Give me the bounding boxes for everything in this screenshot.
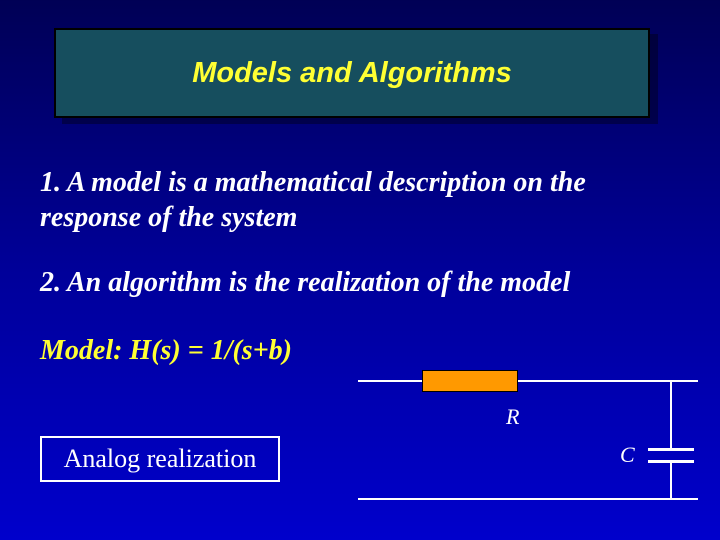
resistor-label: R (506, 404, 519, 430)
capacitor-label: C (620, 442, 635, 468)
analog-realization-box: Analog realization (40, 436, 280, 482)
bullet-2: 2. An algorithm is the realization of th… (40, 265, 680, 300)
wire-right-vertical-bottom (670, 463, 672, 500)
model-equation: Model: H(s) = 1/(s+b) (40, 334, 680, 368)
bullet-1: 1. A model is a mathematical description… (40, 165, 680, 235)
wire-right-vertical-top (670, 380, 672, 448)
title-box: Models and Algorithms (54, 28, 650, 118)
capacitor-plate-top (648, 448, 694, 451)
slide-title: Models and Algorithms (192, 57, 512, 90)
wire-bottom (358, 498, 698, 500)
analog-realization-label: Analog realization (64, 444, 257, 474)
slide-body: 1. A model is a mathematical description… (40, 165, 680, 368)
rc-circuit-diagram: R C (358, 370, 698, 520)
resistor (422, 370, 518, 392)
wire-top-left (358, 380, 422, 382)
